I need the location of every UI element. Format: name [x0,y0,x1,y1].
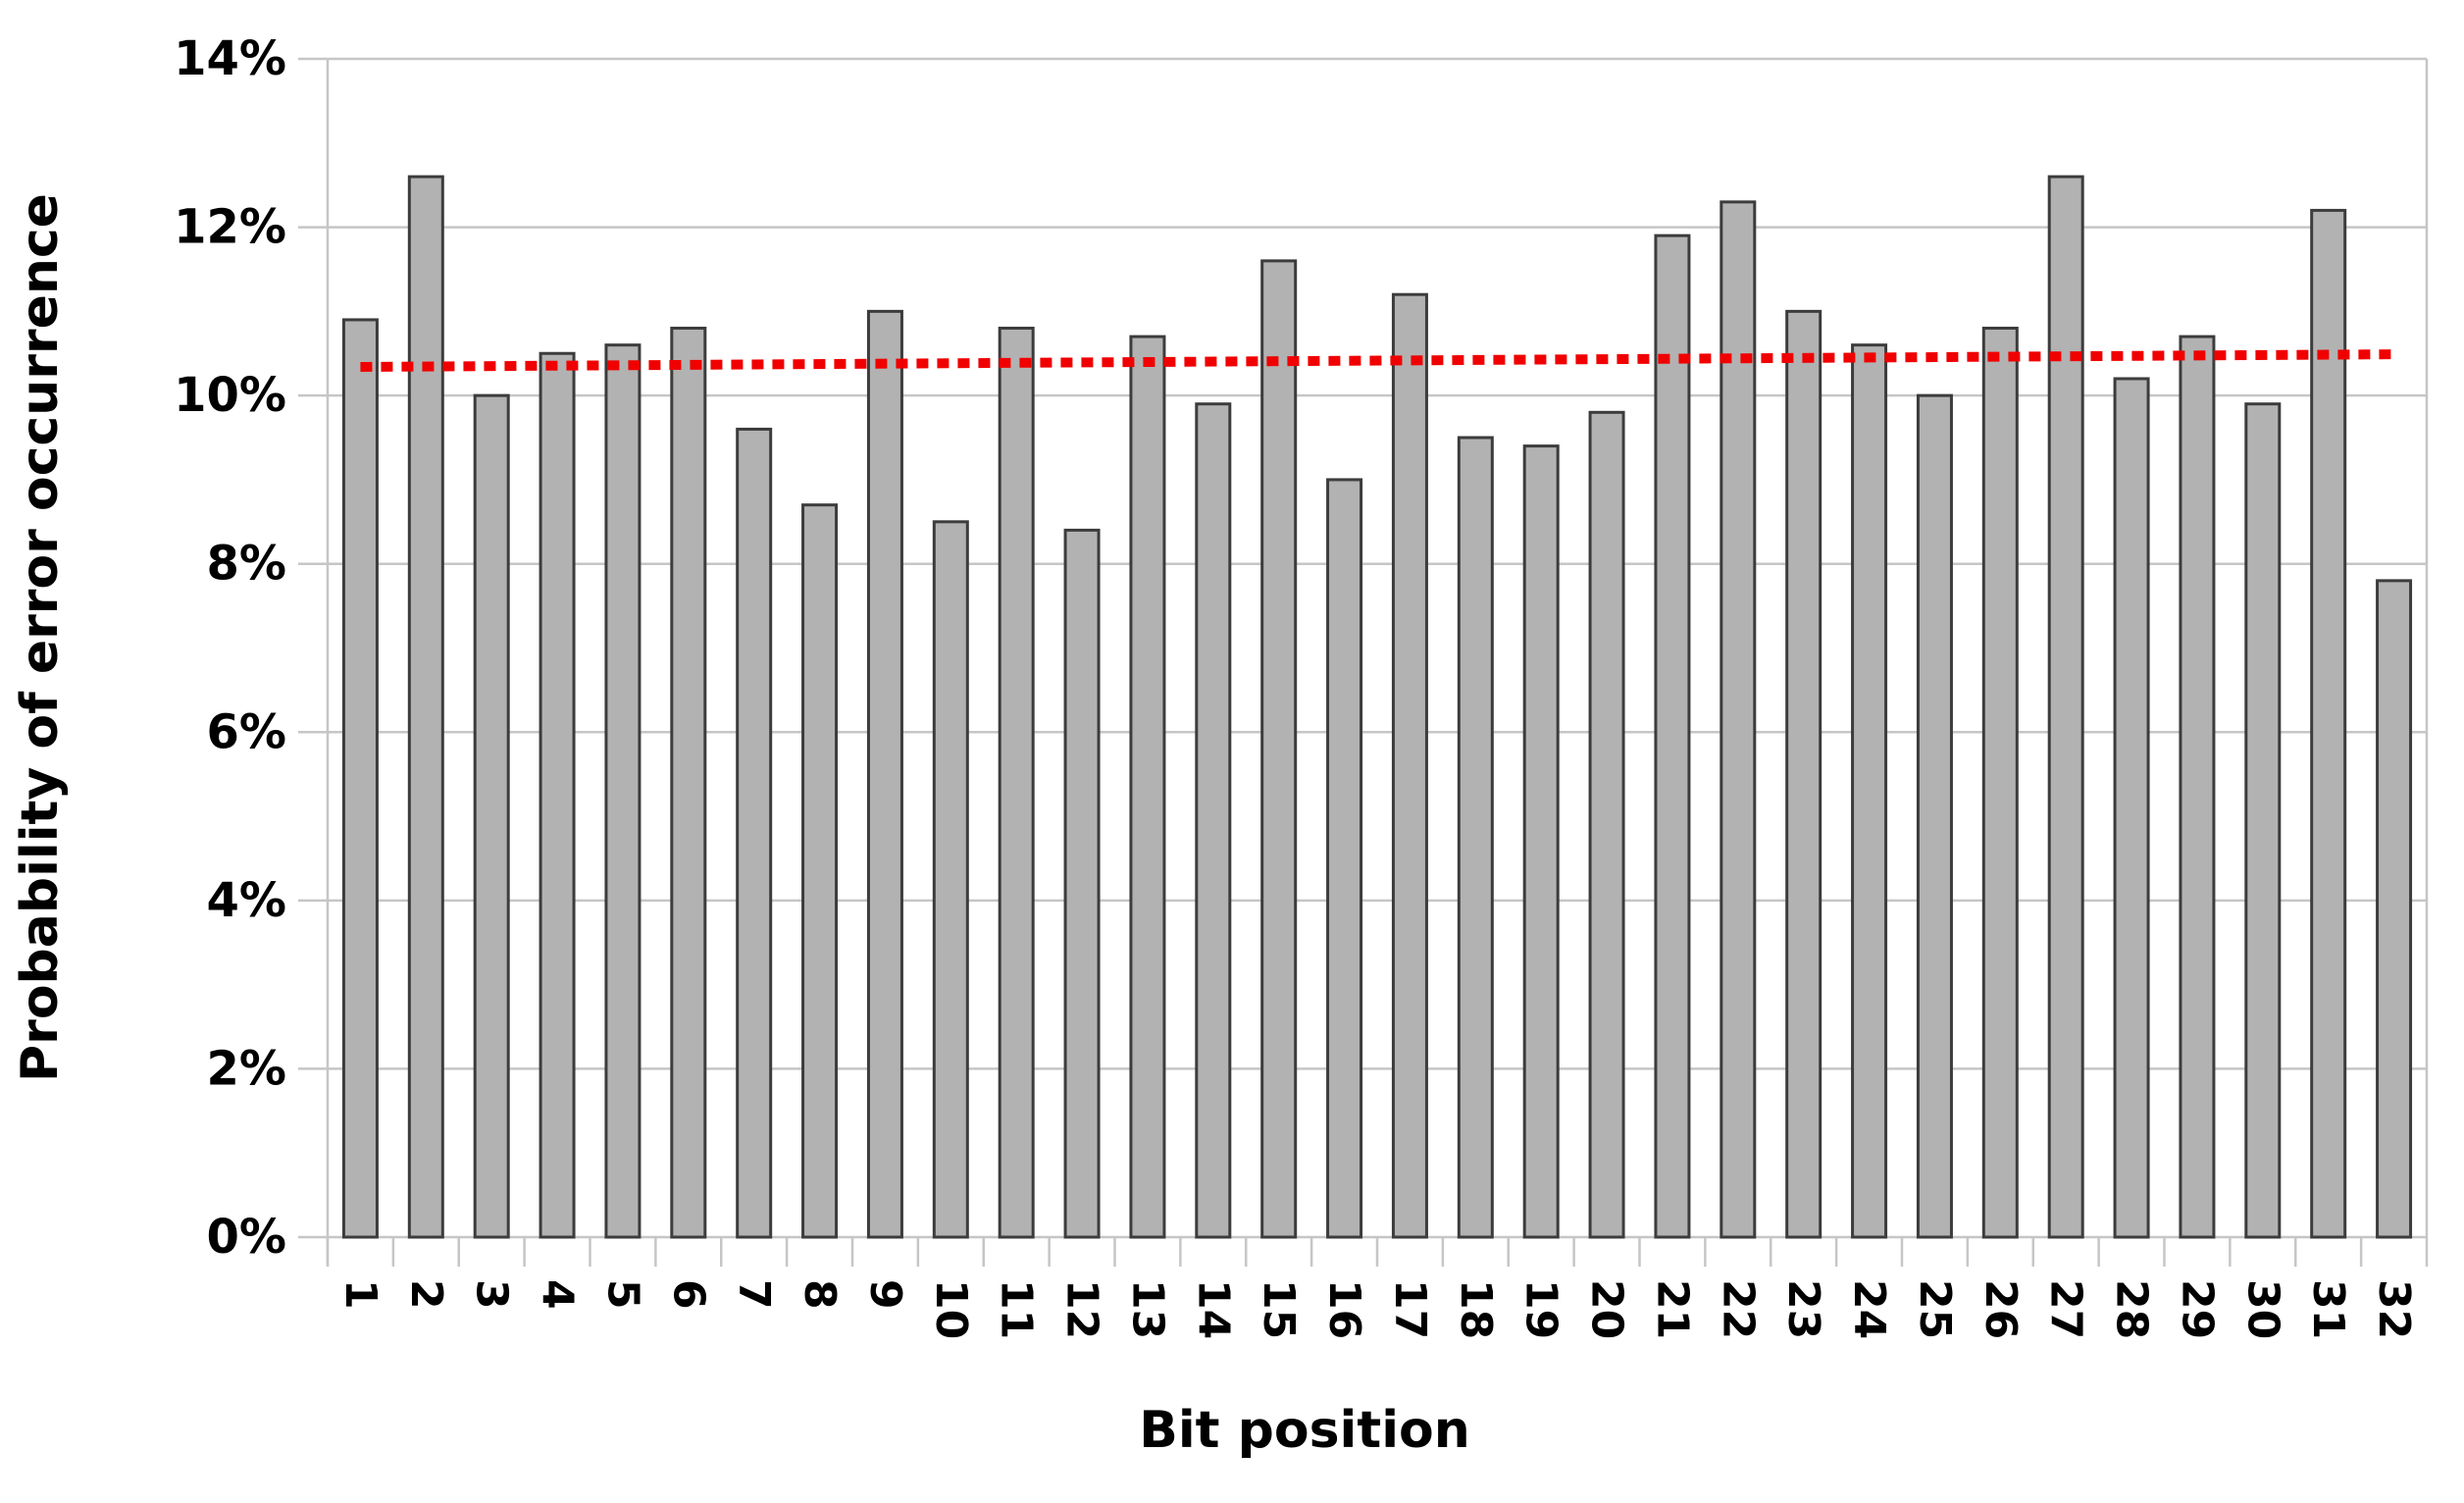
bar-bit-23 [1785,309,1822,1239]
x-tick-label-14: 14 [1188,1279,1238,1339]
x-tick-label-26: 26 [1976,1279,2026,1339]
x-tick-label-24: 24 [1844,1279,1894,1339]
y-tick-label-2pct: 2% [207,1041,287,1096]
tick-labels-group: 0%2%4%6%8%10%12%14%1 2 3 4 5 6 7 8 9 10 11 12 13 14 15… [174,31,2419,1339]
x-tick-label-21: 21 [1647,1279,1697,1339]
bar-bit-17 [1391,292,1428,1239]
bar-bit-8 [801,503,839,1239]
x-tick-label-15: 15 [1254,1279,1304,1339]
trendline-group [360,349,2394,372]
bar-bit-22 [1720,200,1757,1239]
bar-bit-2 [407,175,444,1239]
x-tick-label-18: 18 [1451,1279,1501,1339]
y-tick-label-8pct: 8% [207,537,287,592]
bar-bit-14 [1195,402,1232,1239]
y-tick-label-10pct: 10% [174,368,286,423]
bar-bit-27 [2047,175,2084,1239]
bar-bit-21 [1654,233,1691,1239]
bar-bit-13 [1129,335,1166,1239]
bar-bit-4 [539,351,576,1239]
x-tick-label-9: 9 [860,1279,910,1310]
x-tick-label-29: 29 [2172,1279,2222,1339]
y-axis-title: Probability of error occurrence [11,193,70,1082]
x-tick-label-8: 8 [795,1279,845,1310]
bar-bit-29 [2179,335,2216,1239]
x-tick-label-23: 23 [1778,1279,1828,1339]
bar-bit-32 [2376,579,2413,1239]
x-tick-label-7: 7 [729,1279,779,1310]
x-tick-label-6: 6 [663,1279,713,1310]
x-tick-label-28: 28 [2107,1279,2157,1339]
bar-bit-11 [998,327,1035,1239]
y-tick-label-0pct: 0% [207,1210,287,1265]
bar-bit-28 [2113,377,2150,1239]
x-tick-label-13: 13 [1122,1279,1172,1339]
y-tick-label-12pct: 12% [174,200,286,255]
bar-bit-18 [1457,436,1494,1239]
x-tick-label-30: 30 [2237,1279,2287,1339]
bar-bit-3 [473,393,510,1239]
x-tick-label-25: 25 [1910,1279,1960,1339]
x-tick-label-16: 16 [1319,1279,1369,1339]
bars-group [341,175,2413,1239]
x-tick-label-22: 22 [1713,1279,1763,1339]
bar-bit-19 [1522,444,1560,1239]
bar-bit-10 [932,520,969,1239]
x-tick-label-4: 4 [533,1279,583,1310]
x-tick-label-12: 12 [1057,1279,1107,1339]
x-tick-label-11: 11 [992,1279,1042,1339]
y-tick-label-6pct: 6% [207,704,287,759]
x-tick-label-19: 19 [1516,1279,1566,1339]
bar-bit-16 [1326,478,1363,1239]
x-tick-label-5: 5 [597,1279,647,1310]
x-tick-label-3: 3 [467,1279,517,1310]
x-tick-label-32: 32 [2369,1279,2419,1339]
bar-bit-25 [1916,393,1953,1239]
bar-bit-1 [341,318,379,1239]
bar-bit-6 [670,327,707,1239]
x-tick-label-31: 31 [2303,1279,2353,1339]
bar-bit-30 [2244,402,2282,1239]
x-tick-label-20: 20 [1582,1279,1632,1339]
x-axis-title: Bit position [1139,1401,1470,1460]
x-tick-label-2: 2 [401,1279,451,1310]
bar-bit-15 [1260,259,1298,1239]
bar-bit-24 [1851,343,1888,1239]
x-tick-label-17: 17 [1385,1279,1435,1339]
bar-bit-9 [866,309,903,1239]
y-tick-label-4pct: 4% [207,873,287,928]
bar-bit-20 [1588,410,1625,1239]
x-tick-label-27: 27 [2041,1279,2091,1339]
bar-bit-26 [1981,327,2019,1239]
bar-bit-5 [604,343,642,1239]
y-tick-label-14pct: 14% [174,31,286,86]
x-tick-label-10: 10 [926,1279,976,1339]
trend-line [360,349,2394,372]
bar-bit-7 [736,427,773,1239]
bar-bit-12 [1063,528,1101,1239]
bar-bit-31 [2310,208,2347,1239]
x-tick-label-1: 1 [335,1279,385,1310]
